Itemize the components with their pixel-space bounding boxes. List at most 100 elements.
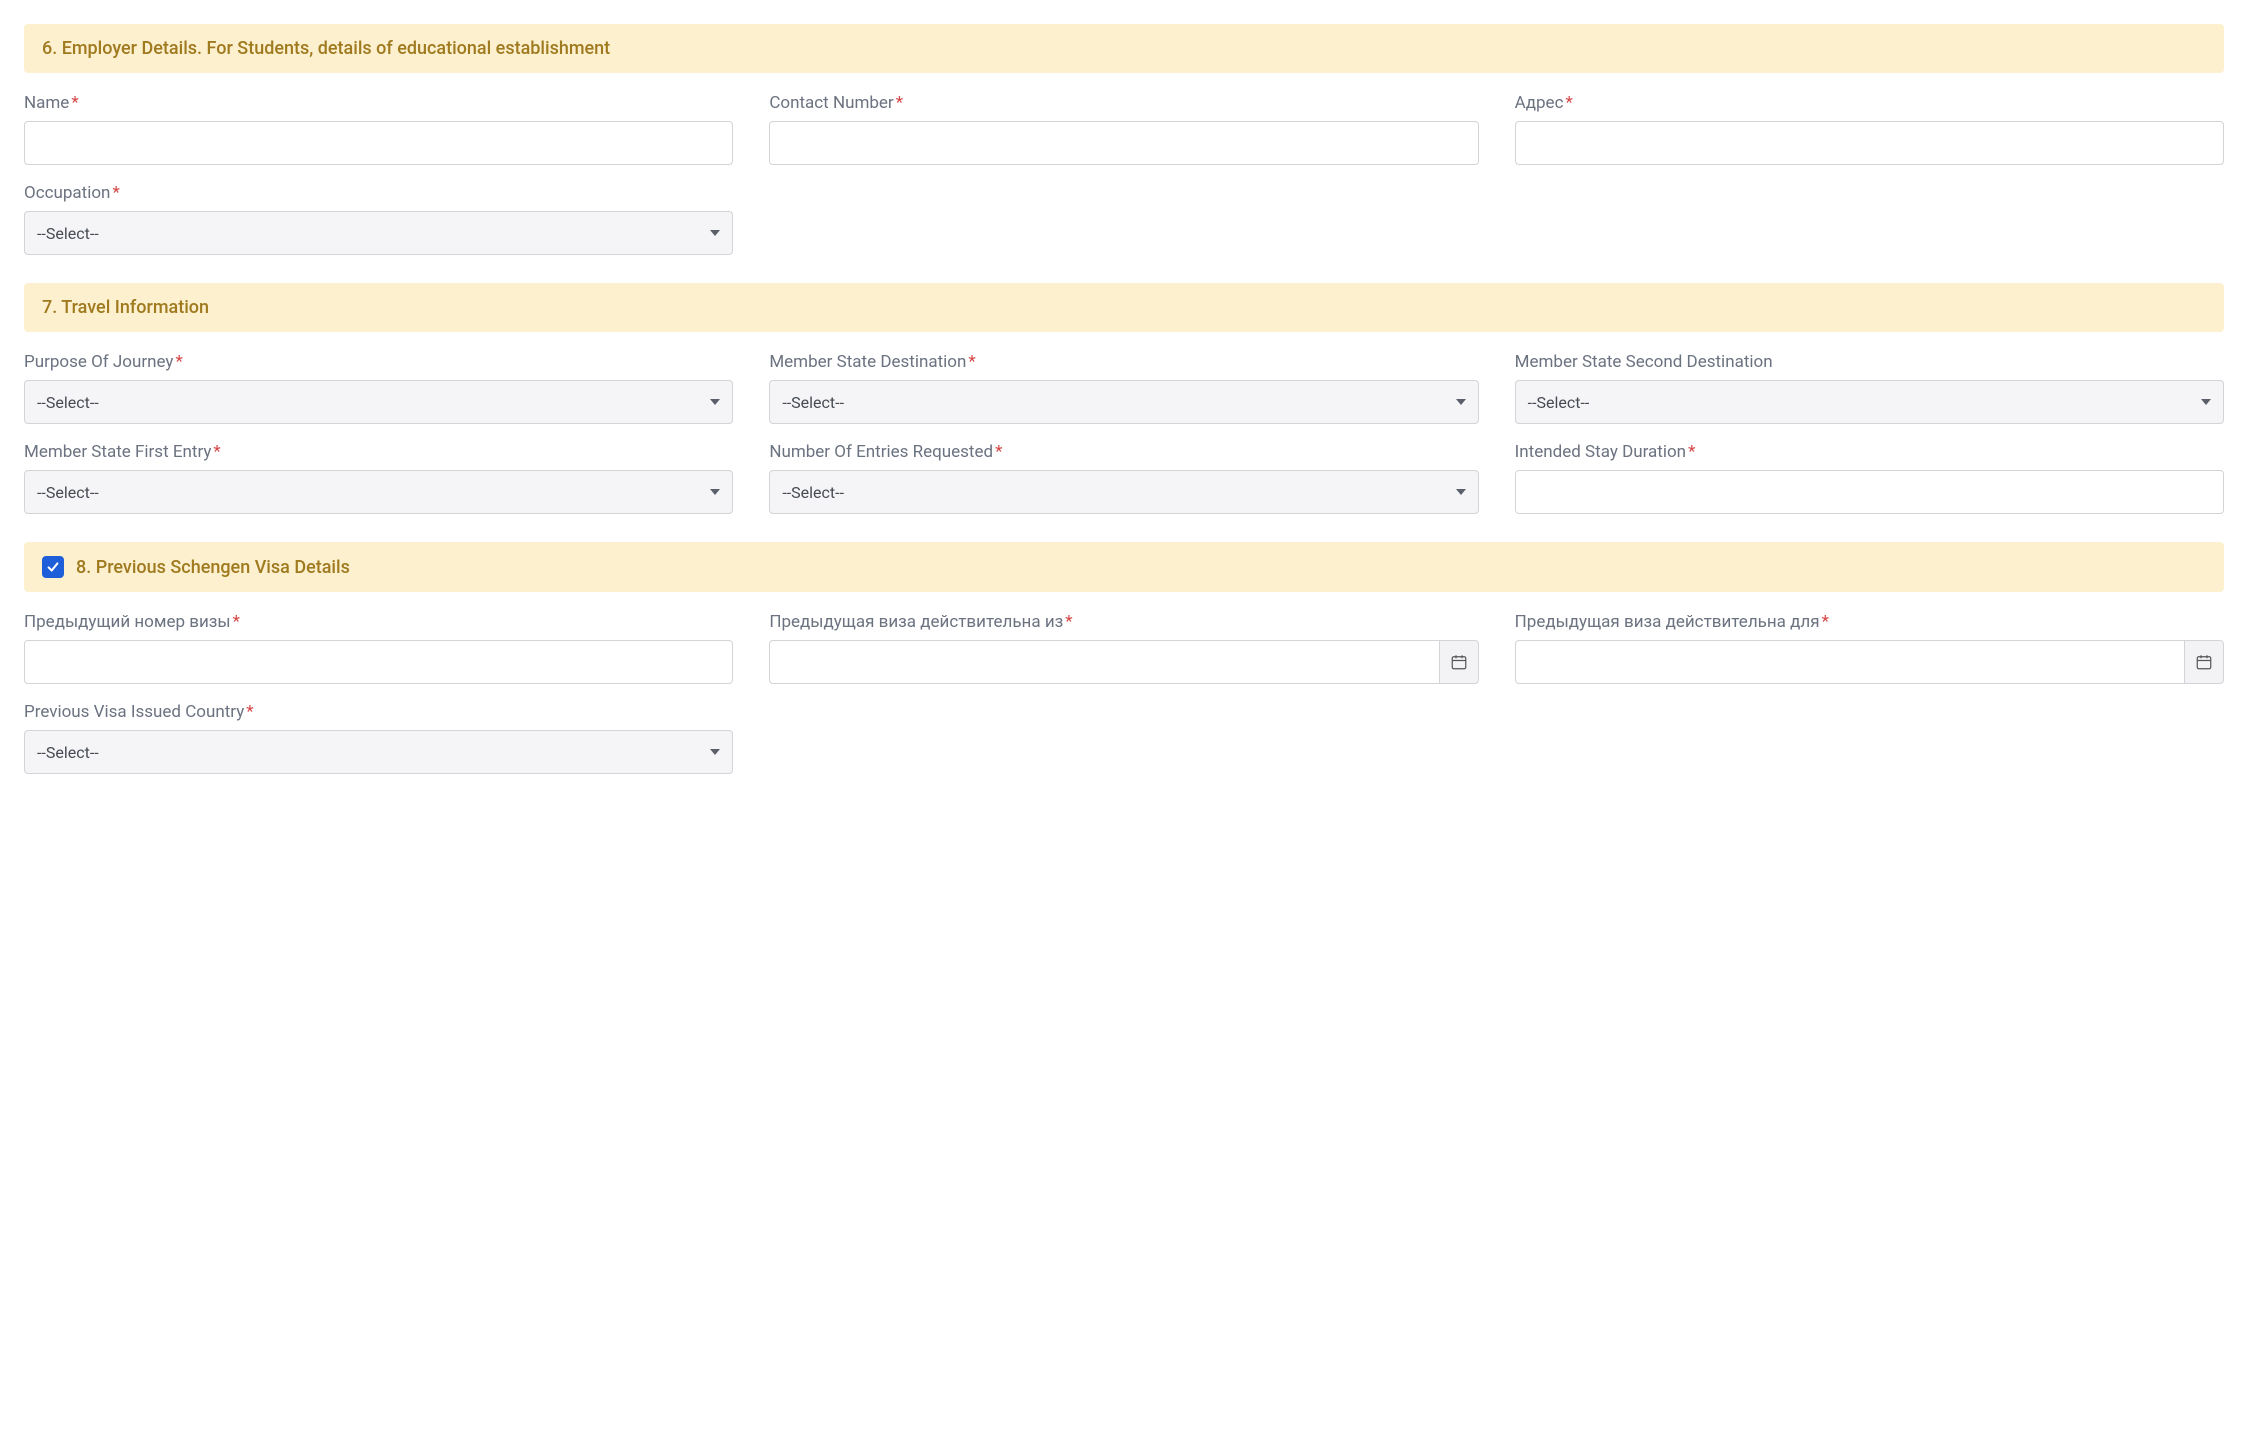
required-mark: * xyxy=(1688,442,1695,462)
calendar-icon xyxy=(1450,653,1468,671)
chevron-down-icon xyxy=(710,399,720,405)
required-mark: * xyxy=(246,702,253,722)
label-prev-visa-valid-from: Предыдущая виза действительна из* xyxy=(769,612,1478,632)
label-purpose: Purpose Of Journey* xyxy=(24,352,733,372)
required-mark: * xyxy=(1065,612,1072,632)
label-contact-text: Contact Number xyxy=(769,93,893,113)
field-occupation: Occupation* --Select-- xyxy=(24,183,733,255)
field-address: Адрес* xyxy=(1515,93,2224,165)
field-name: Name* xyxy=(24,93,733,165)
select-entries-requested[interactable]: --Select-- xyxy=(769,470,1478,514)
label-prev-visa-number: Предыдущий номер визы* xyxy=(24,612,733,632)
date-wrap-valid-to xyxy=(1515,640,2224,684)
input-prev-visa-valid-to[interactable] xyxy=(1515,640,2184,684)
select-prev-visa-country[interactable]: --Select-- xyxy=(24,730,733,774)
label-name-text: Name xyxy=(24,93,69,113)
section-6-title: 6. Employer Details. For Students, detai… xyxy=(42,38,610,59)
required-mark: * xyxy=(233,612,240,632)
label-destination-text: Member State Destination xyxy=(769,352,966,372)
label-valid-from-text: Предыдущая виза действительна из xyxy=(769,612,1063,632)
section-7-header: 7. Travel Information xyxy=(24,283,2224,332)
label-address: Адрес* xyxy=(1515,93,2224,113)
select-entries-value: --Select-- xyxy=(782,483,844,502)
label-prev-visa-country: Previous Visa Issued Country* xyxy=(24,702,733,722)
label-occupation-text: Occupation xyxy=(24,183,110,203)
label-name: Name* xyxy=(24,93,733,113)
field-destination: Member State Destination* --Select-- xyxy=(769,352,1478,424)
label-entries-requested: Number Of Entries Requested* xyxy=(769,442,1478,462)
select-prev-visa-country-value: --Select-- xyxy=(37,743,99,762)
required-mark: * xyxy=(968,352,975,372)
field-prev-visa-valid-from: Предыдущая виза действительна из* xyxy=(769,612,1478,684)
required-mark: * xyxy=(1822,612,1829,632)
section-8-title: 8. Previous Schengen Visa Details xyxy=(76,557,350,578)
select-first-entry-value: --Select-- xyxy=(37,483,99,502)
check-icon xyxy=(46,560,60,574)
label-issued-country-text: Previous Visa Issued Country xyxy=(24,702,244,722)
datepicker-button-valid-to[interactable] xyxy=(2184,640,2224,684)
select-first-entry[interactable]: --Select-- xyxy=(24,470,733,514)
label-address-text: Адрес xyxy=(1515,93,1564,113)
label-stay-duration: Intended Stay Duration* xyxy=(1515,442,2224,462)
required-mark: * xyxy=(71,93,78,113)
select-second-destination[interactable]: --Select-- xyxy=(1515,380,2224,424)
label-second-destination-text: Member State Second Destination xyxy=(1515,352,1773,372)
input-stay-duration[interactable] xyxy=(1515,470,2224,514)
label-prev-number-text: Предыдущий номер визы xyxy=(24,612,231,632)
select-purpose-value: --Select-- xyxy=(37,393,99,412)
select-purpose[interactable]: --Select-- xyxy=(24,380,733,424)
select-occupation-value: --Select-- xyxy=(37,224,99,243)
chevron-down-icon xyxy=(710,489,720,495)
label-second-destination: Member State Second Destination xyxy=(1515,352,2224,372)
select-occupation[interactable]: --Select-- xyxy=(24,211,733,255)
field-entries-requested: Number Of Entries Requested* --Select-- xyxy=(769,442,1478,514)
chevron-down-icon xyxy=(2201,399,2211,405)
required-mark: * xyxy=(213,442,220,462)
chevron-down-icon xyxy=(710,749,720,755)
field-purpose: Purpose Of Journey* --Select-- xyxy=(24,352,733,424)
label-first-entry-text: Member State First Entry xyxy=(24,442,211,462)
field-stay-duration: Intended Stay Duration* xyxy=(1515,442,2224,514)
date-wrap-valid-from xyxy=(769,640,1478,684)
chevron-down-icon xyxy=(710,230,720,236)
label-valid-to-text: Предыдущая виза действительна для xyxy=(1515,612,1820,632)
select-destination-value: --Select-- xyxy=(782,393,844,412)
field-contact-number: Contact Number* xyxy=(769,93,1478,165)
label-prev-visa-valid-to: Предыдущая виза действительна для* xyxy=(1515,612,2224,632)
field-prev-visa-country: Previous Visa Issued Country* --Select-- xyxy=(24,702,733,774)
input-prev-visa-number[interactable] xyxy=(24,640,733,684)
label-contact-number: Contact Number* xyxy=(769,93,1478,113)
chevron-down-icon xyxy=(1456,489,1466,495)
required-mark: * xyxy=(1565,93,1572,113)
section-7-grid: Purpose Of Journey* --Select-- Member St… xyxy=(24,352,2224,514)
chevron-down-icon xyxy=(1456,399,1466,405)
section-8-checkbox[interactable] xyxy=(42,556,64,578)
required-mark: * xyxy=(995,442,1002,462)
label-first-entry: Member State First Entry* xyxy=(24,442,733,462)
label-entries-text: Number Of Entries Requested xyxy=(769,442,993,462)
datepicker-button-valid-from[interactable] xyxy=(1439,640,1479,684)
required-mark: * xyxy=(175,352,182,372)
label-destination: Member State Destination* xyxy=(769,352,1478,372)
label-duration-text: Intended Stay Duration xyxy=(1515,442,1686,462)
field-first-entry: Member State First Entry* --Select-- xyxy=(24,442,733,514)
input-name[interactable] xyxy=(24,121,733,165)
input-contact-number[interactable] xyxy=(769,121,1478,165)
section-7-title: 7. Travel Information xyxy=(42,297,209,318)
select-second-destination-value: --Select-- xyxy=(1528,393,1590,412)
label-occupation: Occupation* xyxy=(24,183,733,203)
required-mark: * xyxy=(112,183,119,203)
input-prev-visa-valid-from[interactable] xyxy=(769,640,1438,684)
required-mark: * xyxy=(896,93,903,113)
section-8-grid: Предыдущий номер визы* Предыдущая виза д… xyxy=(24,612,2224,774)
section-6-grid: Name* Contact Number* Адрес* Occupation*… xyxy=(24,93,2224,255)
section-6-header: 6. Employer Details. For Students, detai… xyxy=(24,24,2224,73)
calendar-icon xyxy=(2195,653,2213,671)
field-prev-visa-valid-to: Предыдущая виза действительна для* xyxy=(1515,612,2224,684)
input-address[interactable] xyxy=(1515,121,2224,165)
select-destination[interactable]: --Select-- xyxy=(769,380,1478,424)
section-8-header: 8. Previous Schengen Visa Details xyxy=(24,542,2224,592)
field-prev-visa-number: Предыдущий номер визы* xyxy=(24,612,733,684)
field-second-destination: Member State Second Destination --Select… xyxy=(1515,352,2224,424)
label-purpose-text: Purpose Of Journey xyxy=(24,352,173,372)
